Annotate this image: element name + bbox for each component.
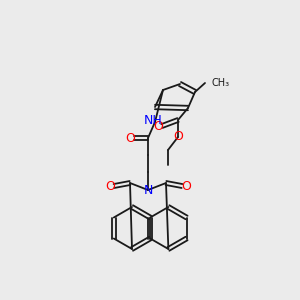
Text: N: N <box>143 184 153 196</box>
Text: NH: NH <box>144 113 162 127</box>
Text: CH₃: CH₃ <box>211 78 229 88</box>
Text: O: O <box>173 130 183 143</box>
Text: O: O <box>105 179 115 193</box>
Text: O: O <box>125 131 135 145</box>
Text: O: O <box>153 119 163 133</box>
Text: O: O <box>181 179 191 193</box>
